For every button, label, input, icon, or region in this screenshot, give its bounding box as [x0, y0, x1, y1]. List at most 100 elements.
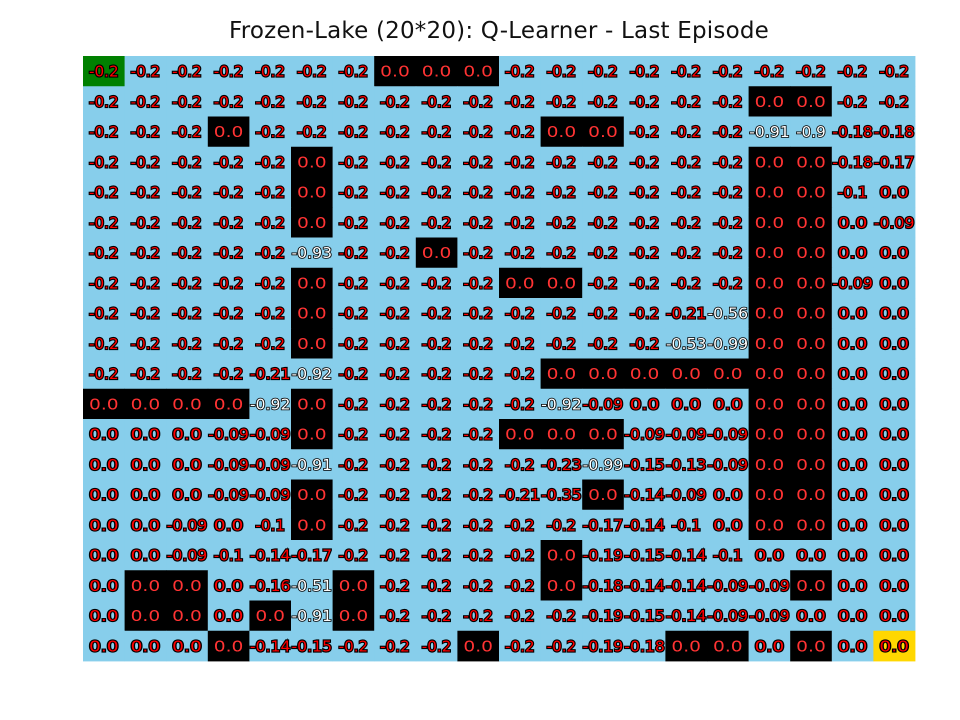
cell-value-r16-c4: -0.14 — [250, 547, 291, 565]
cell-value-r6-c7: -0.2 — [380, 244, 410, 262]
cell-frozen-r2-c17 — [790, 116, 833, 148]
cell-frozen-r7-c9 — [457, 267, 500, 299]
cell-frozen-r18-c13 — [623, 600, 666, 632]
cell-value-r6-c10: -0.2 — [505, 244, 535, 262]
cell-value-r13-c17: 0.0 — [796, 456, 826, 474]
cell-value-r19-c3: 0.0 — [214, 637, 244, 655]
cell-value-r6-c6: -0.2 — [339, 244, 369, 262]
cell-value-r9-c8: -0.2 — [422, 335, 452, 353]
cell-frozen-r11-c6 — [332, 388, 375, 420]
cell-hole-r5-c5 — [291, 207, 333, 238]
cell-hole-r11-c2 — [166, 388, 209, 420]
cell-frozen-r10-c0 — [83, 358, 125, 390]
cell-frozen-r5-c0 — [83, 207, 125, 238]
cell-frozen-r1-c10 — [499, 86, 541, 117]
cell-value-r7-c11: 0.0 — [547, 274, 577, 292]
cell-frozen-r11-c15 — [707, 388, 749, 420]
cell-hole-r14-c17 — [790, 479, 833, 511]
cell-value-r17-c2: 0.0 — [172, 577, 202, 595]
cell-frozen-r1-c4 — [249, 86, 292, 117]
cell-frozen-r10-c1 — [124, 358, 167, 390]
cell-frozen-r9-c1 — [124, 328, 167, 359]
cell-value-r10-c1: -0.2 — [131, 365, 161, 383]
cell-hole-r3-c17 — [790, 146, 833, 178]
cell-frozen-r17-c12 — [582, 570, 625, 601]
cell-frozen-r13-c0 — [83, 449, 125, 480]
cell-frozen-r8-c13 — [623, 298, 666, 329]
cell-value-r13-c13: -0.15 — [624, 456, 665, 474]
cell-value-r1-c0: -0.2 — [89, 93, 119, 111]
cell-value-r1-c3: -0.2 — [214, 93, 244, 111]
cell-hole-r1-c17 — [790, 86, 833, 117]
cell-value-r17-c9: -0.2 — [463, 577, 493, 595]
cell-frozen-r3-c19 — [873, 146, 916, 178]
cell-hole-r15-c16 — [748, 509, 791, 541]
cell-value-r19-c14: 0.0 — [671, 637, 701, 655]
cell-frozen-r17-c5 — [291, 570, 333, 601]
cell-value-r2-c9: -0.2 — [463, 123, 493, 141]
cell-value-r12-c11: 0.0 — [547, 426, 577, 444]
cell-frozen-r1-c7 — [374, 86, 417, 117]
cell-frozen-r13-c3 — [207, 449, 250, 480]
cell-frozen-r16-c15 — [707, 540, 749, 571]
cell-frozen-r14-c4 — [249, 479, 292, 511]
cell-frozen-r17-c8 — [415, 570, 458, 601]
cell-frozen-r9-c3 — [207, 328, 250, 359]
cell-value-r14-c15: 0.0 — [713, 486, 743, 504]
cell-frozen-r7-c2 — [166, 267, 209, 299]
cell-frozen-r3-c2 — [166, 146, 209, 178]
cell-value-r8-c14: -0.21 — [666, 305, 707, 323]
cell-frozen-r18-c10 — [499, 600, 541, 632]
cell-hole-r6-c16 — [748, 237, 791, 269]
cell-value-r18-c15: -0.09 — [708, 607, 749, 625]
cell-value-r14-c13: -0.14 — [624, 486, 665, 504]
cell-value-r2-c13: -0.2 — [630, 123, 660, 141]
cell-frozen-r14-c14 — [665, 479, 708, 511]
cell-frozen-r4-c4 — [249, 177, 292, 208]
cell-frozen-r4-c14 — [665, 177, 708, 208]
cell-hole-r9-c17 — [790, 328, 833, 359]
cell-frozen-r7-c14 — [665, 267, 708, 299]
cell-frozen-r10-c19 — [873, 358, 916, 390]
cell-value-r13-c10: -0.2 — [505, 456, 535, 474]
cell-value-r14-c7: -0.2 — [380, 486, 410, 504]
cell-value-r12-c6: -0.2 — [339, 426, 369, 444]
cell-hole-r11-c16 — [748, 388, 791, 420]
cell-value-r10-c16: 0.0 — [755, 365, 785, 383]
cell-frozen-r2-c2 — [166, 116, 209, 148]
cell-value-r0-c4: -0.2 — [255, 63, 285, 81]
cell-frozen-r0-c14 — [665, 56, 708, 87]
cell-hole-r18-c1 — [124, 600, 167, 632]
cell-frozen-r18-c12 — [582, 600, 625, 632]
cell-frozen-r3-c18 — [831, 146, 874, 178]
cell-value-r1-c11: -0.2 — [547, 93, 577, 111]
cell-value-r11-c0: 0.0 — [89, 395, 119, 413]
cell-frozen-r4-c12 — [582, 177, 625, 208]
cell-value-r19-c4: -0.14 — [250, 637, 291, 655]
cell-hole-r11-c0 — [83, 388, 125, 420]
cell-value-r17-c1: 0.0 — [131, 577, 161, 595]
cell-value-r4-c16: 0.0 — [755, 184, 785, 202]
cell-value-r9-c5: 0.0 — [297, 335, 327, 353]
cell-value-r18-c4: 0.0 — [255, 607, 285, 625]
cell-frozen-r13-c13 — [623, 449, 666, 480]
cell-value-r7-c19: 0.0 — [879, 274, 909, 292]
cell-frozen-r5-c2 — [166, 207, 209, 238]
cell-value-r17-c7: -0.2 — [380, 577, 410, 595]
cell-frozen-r5-c13 — [623, 207, 666, 238]
cell-frozen-r18-c19 — [873, 600, 916, 632]
cell-frozen-r7-c6 — [332, 267, 375, 299]
cell-value-r18-c6: 0.0 — [339, 607, 369, 625]
cell-value-r19-c13: -0.18 — [624, 637, 665, 655]
cell-frozen-r19-c2 — [166, 630, 209, 662]
cell-frozen-r7-c8 — [415, 267, 458, 299]
cell-value-r18-c3: 0.0 — [214, 607, 244, 625]
cell-frozen-r14-c15 — [707, 479, 749, 511]
cell-frozen-r14-c11 — [540, 479, 583, 511]
cell-value-r2-c10: -0.2 — [505, 123, 535, 141]
cell-value-r7-c9: -0.2 — [463, 274, 493, 292]
cell-value-r18-c12: -0.19 — [583, 607, 624, 625]
cell-frozen-r16-c5 — [291, 540, 333, 571]
cell-frozen-r3-c0 — [83, 146, 125, 178]
cell-value-r17-c12: -0.18 — [583, 577, 624, 595]
